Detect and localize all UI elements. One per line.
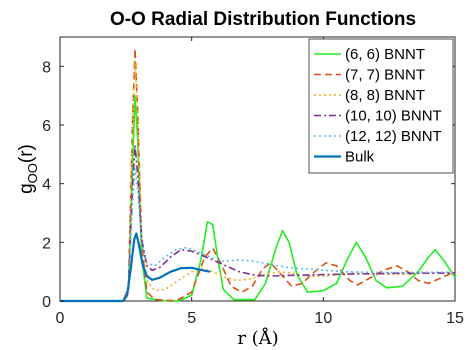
y-tick-label-1: 2: [42, 235, 51, 252]
legend: (6, 6) BNNT (7, 7) BNNT (8, 8) BNNT (10, 10…: [308, 38, 454, 174]
x-tick-label-2: 10: [314, 310, 332, 327]
series-layer: [60, 47, 456, 303]
legend-label-4: (12, 12) BNNT: [345, 128, 442, 145]
series-line-1: [60, 47, 456, 302]
legend-label-0: (6, 6) BNNT: [345, 46, 425, 63]
y-tick-label-3: 6: [42, 118, 51, 135]
x-axis-label: r (Å): [237, 327, 278, 349]
series-line-5: [60, 232, 211, 303]
y-axis-label-subscript: OO: [25, 163, 40, 183]
y-tick-label-4: 8: [42, 59, 51, 76]
y-tick-label-0: 0: [42, 294, 51, 311]
legend-label-2: (8, 8) BNNT: [345, 87, 425, 104]
tick-layer: 0 5 10 15 0 2 4 6 8: [42, 37, 464, 327]
legend-box: [308, 38, 454, 174]
y-axis-label-tail: (r): [16, 144, 37, 163]
y-axis-label-main: g: [16, 183, 37, 194]
legend-label-3: (10, 10) BNNT: [345, 108, 442, 125]
x-tick-label-3: 15: [446, 310, 464, 327]
y-tick-label-2: 4: [42, 177, 51, 194]
x-tick-label-1: 5: [187, 310, 196, 327]
chart-title: O-O Radial Distribution Functions: [110, 9, 416, 30]
legend-label-5: Bulk: [345, 149, 375, 166]
y-axis-label: gOO(r): [16, 144, 40, 194]
series-line-2: [60, 59, 455, 302]
legend-label-1: (7, 7) BNNT: [345, 67, 425, 84]
x-tick-label-0: 0: [56, 310, 65, 327]
series-line-3: [60, 144, 456, 302]
